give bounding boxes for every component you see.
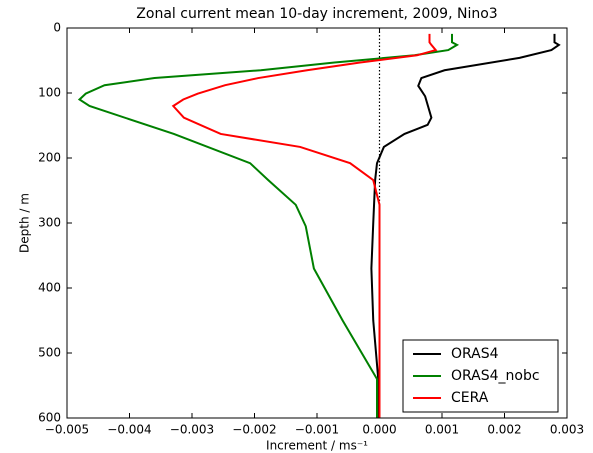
y-axis-label: Depth / m xyxy=(18,193,32,253)
x-tick-label: −0.001 xyxy=(295,423,339,437)
x-tick-label: −0.005 xyxy=(45,423,89,437)
legend-box xyxy=(402,339,559,413)
y-tick-label: 400 xyxy=(38,281,61,295)
legend-label: ORAS4 xyxy=(451,346,499,362)
y-tick-label: 0 xyxy=(53,21,61,35)
legend-label: CERA xyxy=(451,390,489,406)
chart-title: Zonal current mean 10-day increment, 200… xyxy=(136,6,497,22)
y-tick-label: 100 xyxy=(38,86,61,100)
x-tick-label: −0.003 xyxy=(170,423,214,437)
x-axis-label: Increment / ms⁻¹ xyxy=(266,439,368,453)
y-tick-label: 200 xyxy=(38,151,61,165)
x-tick-label: 0.002 xyxy=(487,423,521,437)
plot-frame xyxy=(66,27,568,419)
x-tick-label: −0.004 xyxy=(107,423,151,437)
y-tick-label: 600 xyxy=(38,411,61,425)
line xyxy=(370,33,561,419)
x-tick-label: 0.000 xyxy=(362,423,396,437)
x-tick-label: 0.001 xyxy=(425,423,459,437)
x-tick-label: 0.003 xyxy=(550,423,584,437)
y-tick-label: 500 xyxy=(38,346,61,360)
line xyxy=(77,33,460,418)
x-tick-label: −0.002 xyxy=(232,423,276,437)
y-tick-label: 300 xyxy=(38,216,61,230)
legend-label: ORAS4_nobc xyxy=(451,368,540,384)
line xyxy=(171,33,438,418)
